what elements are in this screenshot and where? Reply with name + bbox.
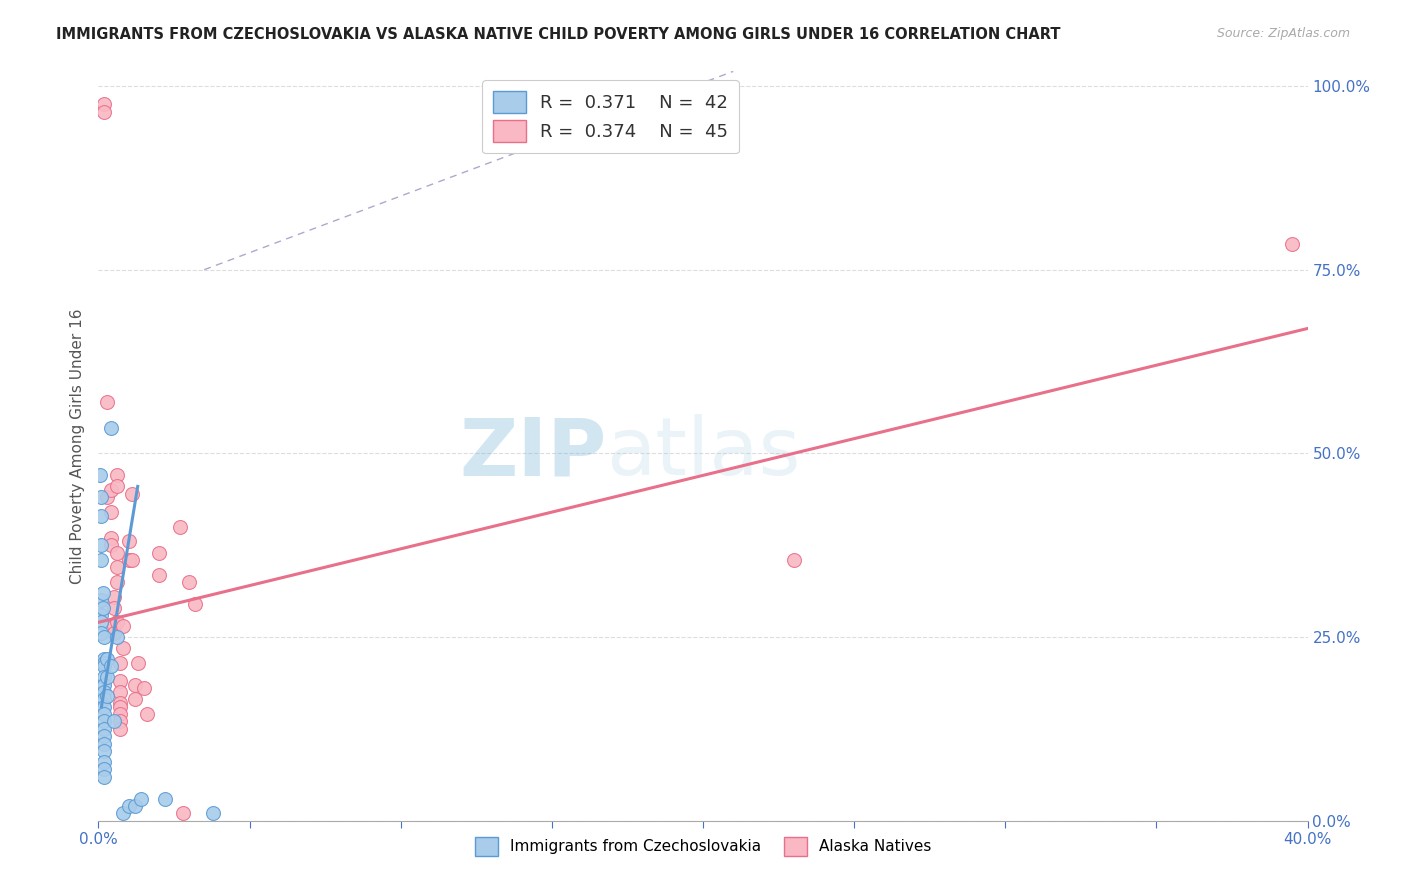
Point [93,770,115,784]
Point [172,806,194,821]
Text: ZIP: ZIP [458,415,606,492]
Point [118,799,141,814]
Point [96,395,118,409]
Point [90,615,112,630]
Point [111,806,134,821]
Point [96,689,118,703]
Point [91,600,114,615]
Point [93,656,115,670]
Point [202,806,225,821]
Point [108,722,131,736]
Point [103,714,125,729]
Point [100,659,122,673]
Point [90,538,112,552]
Point [93,685,115,699]
Point [90,607,112,622]
Point [108,699,131,714]
Point [93,755,115,769]
Point [96,670,118,684]
Point [96,652,118,666]
Point [103,590,125,604]
Point [184,597,207,611]
Point [93,737,115,751]
Point [93,699,115,714]
Point [103,626,125,640]
Point [118,553,141,567]
Point [93,659,115,673]
Point [105,574,128,589]
Point [103,600,125,615]
Point [100,538,122,552]
Point [108,707,131,722]
Point [105,615,128,630]
Point [105,468,128,483]
Point [169,520,191,534]
Point [93,692,115,706]
Point [129,791,152,805]
Point [132,681,155,696]
Point [783,553,806,567]
Point [108,685,131,699]
Legend: Immigrants from Czechoslovakia, Alaska Natives: Immigrants from Czechoslovakia, Alaska N… [468,830,938,862]
Point [100,483,122,497]
Point [93,104,115,119]
Point [124,799,146,814]
Point [108,656,131,670]
Point [93,744,115,758]
Point [90,593,112,607]
Point [118,534,141,549]
Point [105,545,128,559]
Point [111,640,134,655]
Point [93,729,115,743]
Point [93,97,115,112]
Point [93,762,115,776]
Point [108,714,131,729]
Point [100,420,122,434]
Point [93,707,115,722]
Point [105,630,128,644]
Y-axis label: Child Poverty Among Girls Under 16: Child Poverty Among Girls Under 16 [69,309,84,583]
Text: IMMIGRANTS FROM CZECHOSLOVAKIA VS ALASKA NATIVE CHILD POVERTY AMONG GIRLS UNDER : IMMIGRANTS FROM CZECHOSLOVAKIA VS ALASKA… [56,27,1060,42]
Point [148,567,170,582]
Point [93,630,115,644]
Point [179,574,201,589]
Point [111,619,134,633]
Point [96,491,118,505]
Point [93,714,115,729]
Point [108,674,131,689]
Point [90,491,112,505]
Point [100,505,122,519]
Point [93,652,115,666]
Text: Source: ZipAtlas.com: Source: ZipAtlas.com [1216,27,1350,40]
Point [121,553,143,567]
Point [105,479,128,493]
Point [100,531,122,545]
Point [108,696,131,710]
Point [121,487,143,501]
Point [124,692,146,706]
Point [103,619,125,633]
Point [91,586,114,600]
Point [135,707,157,722]
Point [127,656,149,670]
Point [105,560,128,574]
Point [90,508,112,523]
Point [148,545,170,559]
Point [90,553,112,567]
Point [124,678,146,692]
Point [1281,237,1303,252]
Text: atlas: atlas [606,415,800,492]
Point [93,670,115,684]
Point [89,468,111,483]
Point [153,791,176,805]
Point [93,678,115,692]
Point [90,626,112,640]
Point [93,722,115,736]
